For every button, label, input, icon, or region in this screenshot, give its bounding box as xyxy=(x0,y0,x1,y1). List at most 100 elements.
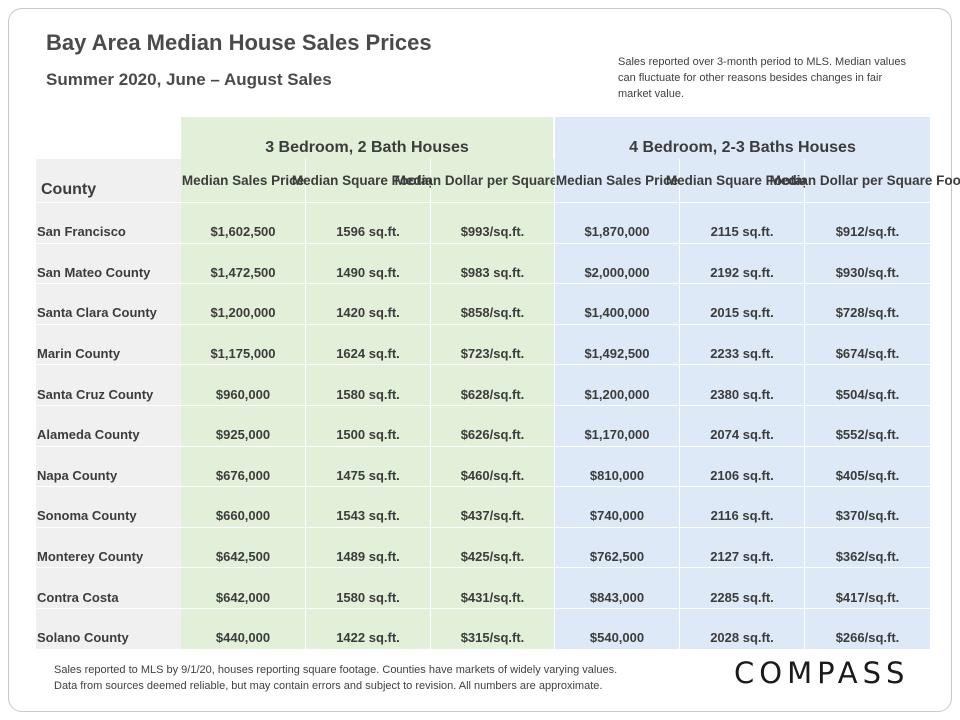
col-3bd-dollar: Median Dollar per Square Foot xyxy=(395,159,590,202)
4bd-dollar-cell: $405/sq.ft. xyxy=(805,446,930,487)
table-row: Santa Cruz County $960,000 1580 sq.ft. $628… xyxy=(36,364,930,405)
3bd-sqft-cell: 1543 sq.ft. xyxy=(306,487,431,527)
3bd-price-cell: $1,602,500 xyxy=(181,203,306,243)
county-cell: San Mateo County xyxy=(36,243,181,284)
col-4bd-sqft-label: Median Square Footage xyxy=(665,173,819,188)
3bd-sqft-cell: 1580 sq.ft. xyxy=(306,568,431,608)
page-subtitle: Summer 2020, June – August Sales xyxy=(46,70,332,89)
4bd-dollar-cell: $674/sq.ft. xyxy=(805,324,930,365)
3bd-sqft-cell: 1422 sq.ft. xyxy=(306,608,431,649)
4bd-dollar-cell: $930/sq.ft. xyxy=(805,243,930,284)
4bd-sqft-cell: 2028 sq.ft. xyxy=(680,608,805,649)
4bd-dollar-cell: $504/sq.ft. xyxy=(805,365,930,405)
4bd-price-cell: $1,492,500 xyxy=(555,324,680,365)
col-4bd-price: Median Sales Price xyxy=(555,159,680,202)
3bd-price-cell: $1,175,000 xyxy=(181,324,306,365)
county-cell: Contra Costa xyxy=(36,568,181,608)
3bd-sqft-cell: 1490 sq.ft. xyxy=(306,243,431,284)
3bd-price-cell: $676,000 xyxy=(181,446,306,487)
4bd-price-cell: $740,000 xyxy=(555,487,680,527)
4bd-sqft-cell: 2285 sq.ft. xyxy=(680,568,805,608)
col-3bd-price-label: Median Sales Price xyxy=(181,173,305,188)
3bd-dollar-cell: $723/sq.ft. xyxy=(431,324,555,365)
3bd-sqft-cell: 1500 sq.ft. xyxy=(306,405,431,446)
3bd-sqft-cell: 1624 sq.ft. xyxy=(306,324,431,365)
4bd-dollar-cell: $552/sq.ft. xyxy=(805,405,930,446)
col-3bd-price: Median Sales Price xyxy=(181,159,306,202)
4bd-sqft-cell: 2380 sq.ft. xyxy=(680,365,805,405)
col-3bd-dollar-label: Median Dollar per Square Foot xyxy=(394,173,591,188)
3bd-dollar-cell: $983 sq.ft. xyxy=(431,243,555,284)
3bd-price-cell: $642,000 xyxy=(181,568,306,608)
4bd-dollar-cell: $417/sq.ft. xyxy=(805,568,930,608)
table-row: Monterey County $642,500 1489 sq.ft. $425/s… xyxy=(36,526,930,568)
3bd-dollar-cell: $460/sq.ft. xyxy=(431,446,555,487)
4bd-sqft-cell: 2233 sq.ft. xyxy=(680,324,805,365)
4bd-price-cell: $540,000 xyxy=(555,608,680,649)
4bd-dollar-cell: $266/sq.ft. xyxy=(805,608,930,649)
table-row: San Francisco $1,602,500 1596 sq.ft. $993/s… xyxy=(36,202,930,243)
4bd-dollar-cell: $370/sq.ft. xyxy=(805,487,930,527)
col-3bd-sqft: Median Square Footage xyxy=(292,159,444,202)
3bd-dollar-cell: $315/sq.ft. xyxy=(431,608,555,649)
3bd-sqft-cell: 1489 sq.ft. xyxy=(306,527,431,568)
compass-logo: COMPASS xyxy=(734,656,910,690)
4bd-price-cell: $1,200,000 xyxy=(555,365,680,405)
methodology-note: Sales reported over 3-month period to ML… xyxy=(618,56,906,100)
4bd-price-cell: $810,000 xyxy=(555,446,680,487)
4bd-price-cell: $2,000,000 xyxy=(555,243,680,284)
footer-line-1: Sales reported to MLS by 9/1/20, houses … xyxy=(54,664,618,676)
table-row: San Mateo County $1,472,500 1490 sq.ft. $98… xyxy=(36,242,930,284)
col-3bd-sqft-label: Median Square Footage xyxy=(291,173,445,188)
3bd-dollar-cell: $431/sq.ft. xyxy=(431,568,555,608)
3bd-price-cell: $440,000 xyxy=(181,608,306,649)
table-row: Solano County $440,000 1422 sq.ft. $315/sq.… xyxy=(36,607,930,649)
3bd-price-cell: $660,000 xyxy=(181,487,306,527)
4bd-sqft-cell: 2106 sq.ft. xyxy=(680,446,805,487)
3bd-dollar-cell: $628/sq.ft. xyxy=(431,365,555,405)
prices-table: 3 Bedroom, 2 Bath Houses 4 Bedroom, 2-3 … xyxy=(36,117,960,649)
county-cell: Solano County xyxy=(36,608,181,649)
col-4bd-dollar: Median Dollar per Square Foot xyxy=(770,159,960,202)
3bd-price-cell: $960,000 xyxy=(181,365,306,405)
4bd-sqft-cell: 2115 sq.ft. xyxy=(680,203,805,243)
4bd-price-cell: $1,170,000 xyxy=(555,405,680,446)
3bd-sqft-cell: 1580 sq.ft. xyxy=(306,365,431,405)
col-county: County xyxy=(36,159,181,202)
3bd-price-cell: $642,500 xyxy=(181,527,306,568)
table-body: San Francisco $1,602,500 1596 sq.ft. $993/s… xyxy=(36,202,930,649)
3bd-sqft-cell: 1420 sq.ft. xyxy=(306,284,431,324)
4bd-price-cell: $1,870,000 xyxy=(555,203,680,243)
3bd-dollar-cell: $626/sq.ft. xyxy=(431,405,555,446)
footer-notes: Sales reported to MLS by 9/1/20, houses … xyxy=(54,662,617,694)
county-cell: Monterey County xyxy=(36,527,181,568)
3bd-price-cell: $1,472,500 xyxy=(181,243,306,284)
table-row: Contra Costa $642,000 1580 sq.ft. $431/sq.f… xyxy=(36,567,930,608)
4bd-sqft-cell: 2192 sq.ft. xyxy=(680,243,805,284)
county-cell: Marin County xyxy=(36,324,181,365)
3bd-dollar-cell: $993/sq.ft. xyxy=(431,203,555,243)
county-cell: Alameda County xyxy=(36,405,181,446)
county-cell: Sonoma County xyxy=(36,487,181,527)
group-header-row: 3 Bedroom, 2 Bath Houses 4 Bedroom, 2-3 … xyxy=(36,117,930,159)
table-row: Alameda County $925,000 1500 sq.ft. $626/sq… xyxy=(36,404,930,446)
4bd-dollar-cell: $362/sq.ft. xyxy=(805,527,930,568)
4bd-price-cell: $843,000 xyxy=(555,568,680,608)
group-3-bedroom: 3 Bedroom, 2 Bath Houses xyxy=(181,117,555,159)
3bd-sqft-cell: 1475 sq.ft. xyxy=(306,446,431,487)
4bd-sqft-cell: 2127 sq.ft. xyxy=(680,527,805,568)
3bd-sqft-cell: 1596 sq.ft. xyxy=(306,203,431,243)
col-4bd-price-label: Median Sales Price xyxy=(555,173,679,188)
page-title: Bay Area Median House Sales Prices xyxy=(46,30,432,55)
3bd-price-cell: $925,000 xyxy=(181,405,306,446)
group-4-bedroom: 4 Bedroom, 2-3 Baths Houses xyxy=(555,117,930,159)
county-cell: Napa County xyxy=(36,446,181,487)
col-4bd-dollar-label: Median Dollar per Square Foot xyxy=(769,173,960,188)
3bd-price-cell: $1,200,000 xyxy=(181,284,306,324)
3bd-dollar-cell: $858/sq.ft. xyxy=(431,284,555,324)
3bd-dollar-cell: $425/sq.ft. xyxy=(431,527,555,568)
col-4bd-sqft: Median Square Footage xyxy=(666,159,818,202)
footer-line-2: Data from sources deemed reliable, but m… xyxy=(54,680,603,692)
table-row: Sonoma County $660,000 1543 sq.ft. $437/sq.… xyxy=(36,486,930,527)
table-row: Santa Clara County $1,200,000 1420 sq.ft. $… xyxy=(36,283,930,324)
